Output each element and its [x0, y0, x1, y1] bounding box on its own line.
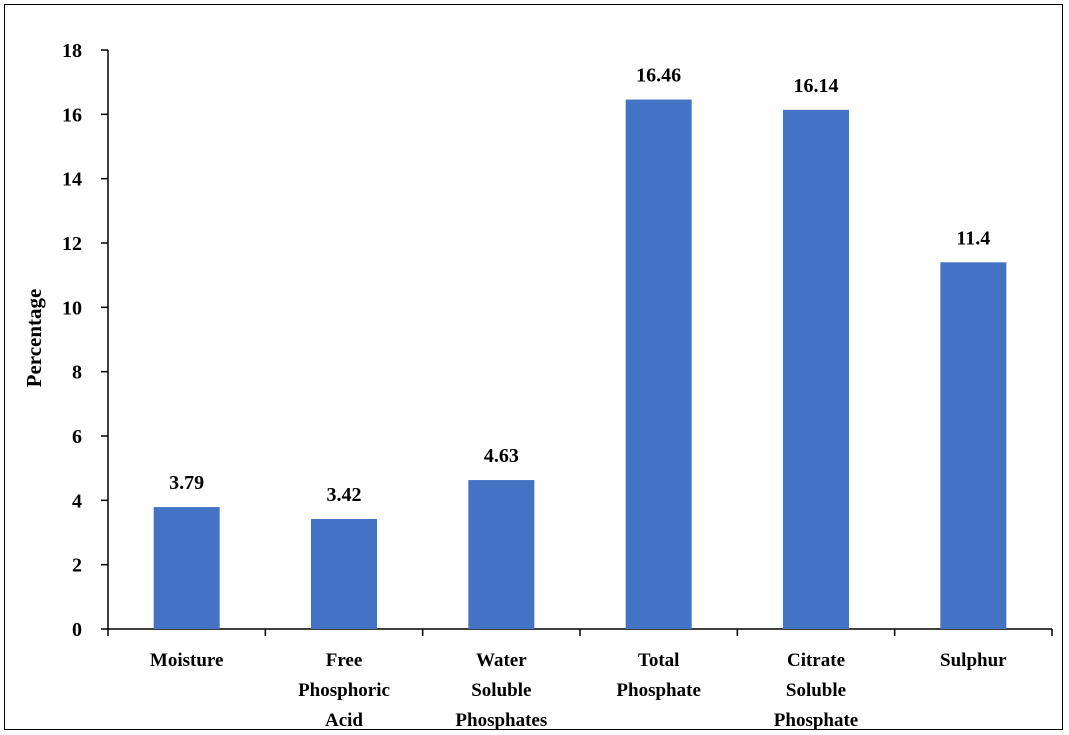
x-tick-label-line: Phosphate — [616, 680, 700, 701]
bar — [153, 507, 220, 629]
y-tick-label: 8 — [72, 362, 82, 384]
y-tick-label: 18 — [62, 40, 82, 62]
x-tick-label-line: Soluble — [786, 680, 846, 701]
y-tick-label: 4 — [72, 490, 82, 512]
y-tick-label: 6 — [72, 426, 82, 448]
x-tick-label-line: Sulphur — [940, 650, 1007, 671]
x-axis: Moisture Free Phosphoric Acid Water Soluble Ph… — [107, 628, 1053, 731]
y-tick-label: 10 — [62, 297, 82, 319]
x-tick-label-line: Free — [326, 650, 363, 671]
x-tick-label: Water Soluble Phosphates — [455, 650, 547, 731]
data-label: 16.14 — [794, 75, 839, 97]
x-tick-label-line: Soluble — [471, 680, 531, 701]
data-label: 16.46 — [636, 65, 681, 87]
x-tick-label-line: Total — [638, 650, 680, 671]
data-label: 11.4 — [956, 227, 990, 249]
y-tick-label: 12 — [62, 233, 82, 255]
x-tick-label-line: Phosphoric — [298, 680, 390, 701]
bar — [783, 109, 849, 629]
data-label: 3.79 — [169, 472, 204, 494]
bar — [468, 480, 535, 629]
y-axis-title: Percentage — [22, 289, 46, 388]
data-labels: 3.79 3.42 4.63 16.46 16.14 11.4 — [169, 65, 990, 506]
x-tick-label-line: Water — [476, 650, 527, 671]
x-tick-label-line: Citrate — [787, 650, 845, 671]
data-label: 4.63 — [484, 445, 519, 467]
y-tick-label: 14 — [62, 169, 82, 191]
bar — [940, 262, 1007, 629]
x-tick-label: Total Phosphate — [616, 650, 700, 701]
x-tick-label: Free Phosphoric Acid — [298, 650, 390, 731]
x-tick-label: Citrate Soluble Phosphate — [774, 650, 858, 731]
bar — [625, 99, 692, 629]
y-tick-label: 16 — [62, 104, 82, 126]
bar — [311, 518, 377, 629]
x-tick-label-line: Acid — [325, 710, 363, 731]
y-tick-label: 0 — [72, 619, 82, 641]
x-tick-label-line: Moisture — [150, 650, 224, 671]
data-label: 3.42 — [327, 484, 362, 506]
x-tick-label: Moisture — [150, 650, 224, 671]
bars — [153, 99, 1007, 629]
y-axis: 0 2 4 6 8 10 12 14 16 18 — [62, 40, 109, 641]
x-tick-label-line: Phosphates — [455, 710, 547, 731]
y-tick-label: 2 — [72, 555, 82, 577]
x-tick-label: Sulphur — [940, 650, 1007, 671]
x-tick-label-line: Phosphate — [774, 710, 858, 731]
